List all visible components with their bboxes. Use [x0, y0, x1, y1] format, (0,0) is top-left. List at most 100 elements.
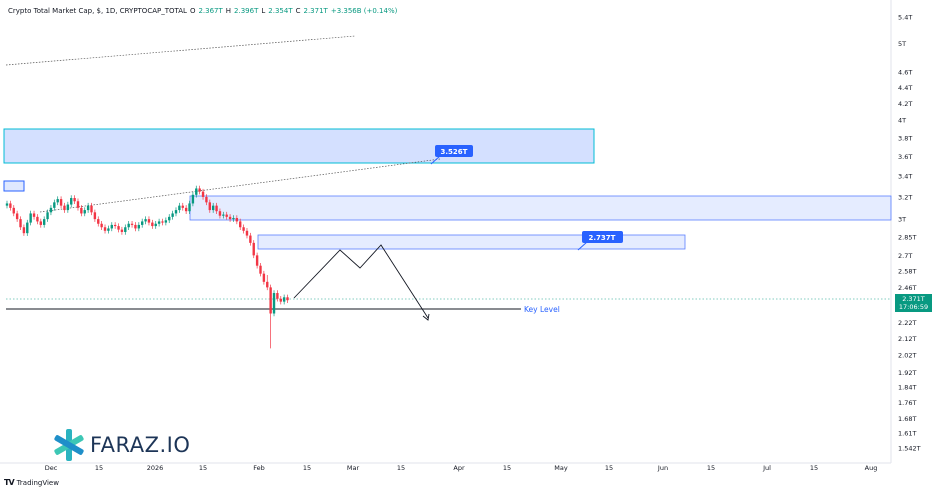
candle-body — [124, 227, 127, 232]
zone-small-left[interactable] — [3, 180, 25, 192]
projection-path[interactable] — [293, 244, 429, 319]
callout-lower-text: 2.737T — [589, 234, 616, 242]
close-label: C — [295, 7, 301, 15]
callout-lower-box — [582, 231, 623, 243]
price-tick-17: 2.02T — [898, 352, 916, 360]
candle-body — [49, 207, 53, 213]
time-tick-10: May — [554, 464, 568, 472]
candles-group — [5, 185, 289, 349]
projection-arrowhead — [422, 313, 430, 321]
price-tick-15: 2.22T — [898, 319, 916, 327]
key-level-label: Key Level — [524, 305, 560, 314]
candle-body — [59, 199, 63, 206]
candle-body — [154, 223, 157, 227]
price-tick-3: 4.4T — [898, 84, 912, 92]
price-tick-8: 3.4T — [898, 173, 912, 181]
candle-body — [181, 205, 184, 208]
candle-body — [32, 213, 36, 217]
trendline-top[interactable] — [5, 35, 356, 66]
candle-body — [15, 213, 19, 220]
candle-body — [168, 216, 171, 221]
candle-body — [245, 230, 249, 236]
candle-body — [191, 194, 195, 204]
candle-body — [272, 293, 276, 314]
candle-body — [198, 188, 201, 192]
callout-upper-text: 3.526T — [441, 148, 468, 156]
price-tick-21: 1.68T — [898, 415, 916, 423]
candle-body — [259, 265, 262, 274]
time-tick-7: 15 — [397, 464, 405, 472]
price-tick-22: 1.61T — [898, 430, 916, 438]
callout-upper-box — [435, 145, 473, 157]
candle-body — [73, 198, 76, 202]
candle-body — [86, 205, 90, 211]
candle-body — [144, 219, 147, 222]
candle-body — [117, 226, 120, 230]
tradingview-footer[interactable]: 𝗧𝗩 TradingView — [4, 478, 59, 487]
price-axis[interactable]: 5.4T 5T 4.6T 4.4T 4.2T 4T 3.8T 3.6T 3.4T 3.2T 3T 2.… — [898, 14, 921, 453]
price-tick-18: 1.92T — [898, 369, 916, 377]
candle-body — [195, 188, 198, 195]
candle-body — [269, 287, 272, 314]
close-value: 2.371T — [303, 7, 328, 15]
time-tick-9: 15 — [503, 464, 511, 472]
candle-body — [205, 196, 208, 203]
time-tick-12: Jun — [657, 464, 668, 472]
candle-body — [184, 207, 188, 212]
candle-body — [97, 219, 100, 224]
candle-body — [42, 219, 46, 225]
time-tick-14: Jul — [762, 464, 771, 472]
high-label: H — [225, 7, 232, 15]
candle-body — [208, 202, 211, 211]
price-tick-9: 3.2T — [898, 193, 912, 201]
zone-3t[interactable] — [189, 195, 892, 221]
candle-body — [188, 203, 191, 212]
candle-body — [164, 220, 168, 223]
price-tick-2: 4.6T — [898, 69, 912, 77]
time-tick-4: Feb — [253, 464, 265, 472]
watermark: FARAZ.IO — [52, 428, 190, 462]
time-tick-2: 2026 — [147, 464, 164, 472]
candle-body — [5, 203, 9, 206]
candle-body — [90, 205, 93, 213]
candle-body — [232, 217, 235, 220]
callout-upper[interactable]: 3.526T — [430, 145, 473, 165]
trendline-rising[interactable] — [39, 158, 441, 213]
candle-body — [211, 205, 215, 211]
candle-body — [26, 222, 29, 234]
candle-body — [157, 221, 161, 224]
time-tick-0: Dec — [45, 464, 58, 472]
zone-upper-supply[interactable] — [3, 128, 595, 164]
candle-body — [83, 210, 86, 214]
time-tick-8: Apr — [453, 464, 465, 472]
time-axis[interactable]: Dec 15 2026 15 Feb 15 Mar 15 Apr 15 May 15 Jun 15 Jul 1… — [45, 464, 878, 472]
candle-body — [53, 202, 56, 208]
candle-body — [235, 217, 239, 222]
candle-body — [239, 221, 242, 228]
candle-body — [66, 204, 70, 211]
candle-body — [225, 214, 228, 217]
countdown-timer: 17:06:59 — [898, 303, 929, 311]
symbol-header[interactable]: Crypto Total Market Cap, $, 1D, CRYPTOCA… — [8, 7, 397, 15]
tradingview-brand: TradingView — [16, 478, 59, 487]
low-value: 2.354T — [268, 7, 293, 15]
price-tick-13: 2.58T — [898, 267, 916, 275]
candle-body — [36, 216, 39, 222]
faraz-star-logo-icon — [54, 429, 84, 461]
candle-body — [130, 223, 134, 225]
callout-lower[interactable]: 2.737T — [577, 231, 623, 251]
candle-body — [46, 212, 49, 220]
symbol-name: Crypto Total Market Cap, $, 1D, CRYPTOCA… — [8, 7, 187, 15]
candle-body — [56, 199, 59, 203]
price-tick-5: 4T — [898, 117, 906, 125]
price-tick-11: 2.85T — [898, 233, 916, 241]
candle-body — [70, 198, 73, 205]
candle-body — [171, 213, 174, 217]
candle-body — [120, 229, 124, 232]
last-price-tag: 2.371T 17:06:59 — [895, 294, 932, 312]
zone-2-85t[interactable] — [257, 234, 686, 250]
candle-body — [262, 273, 266, 282]
candle-body — [282, 297, 286, 302]
